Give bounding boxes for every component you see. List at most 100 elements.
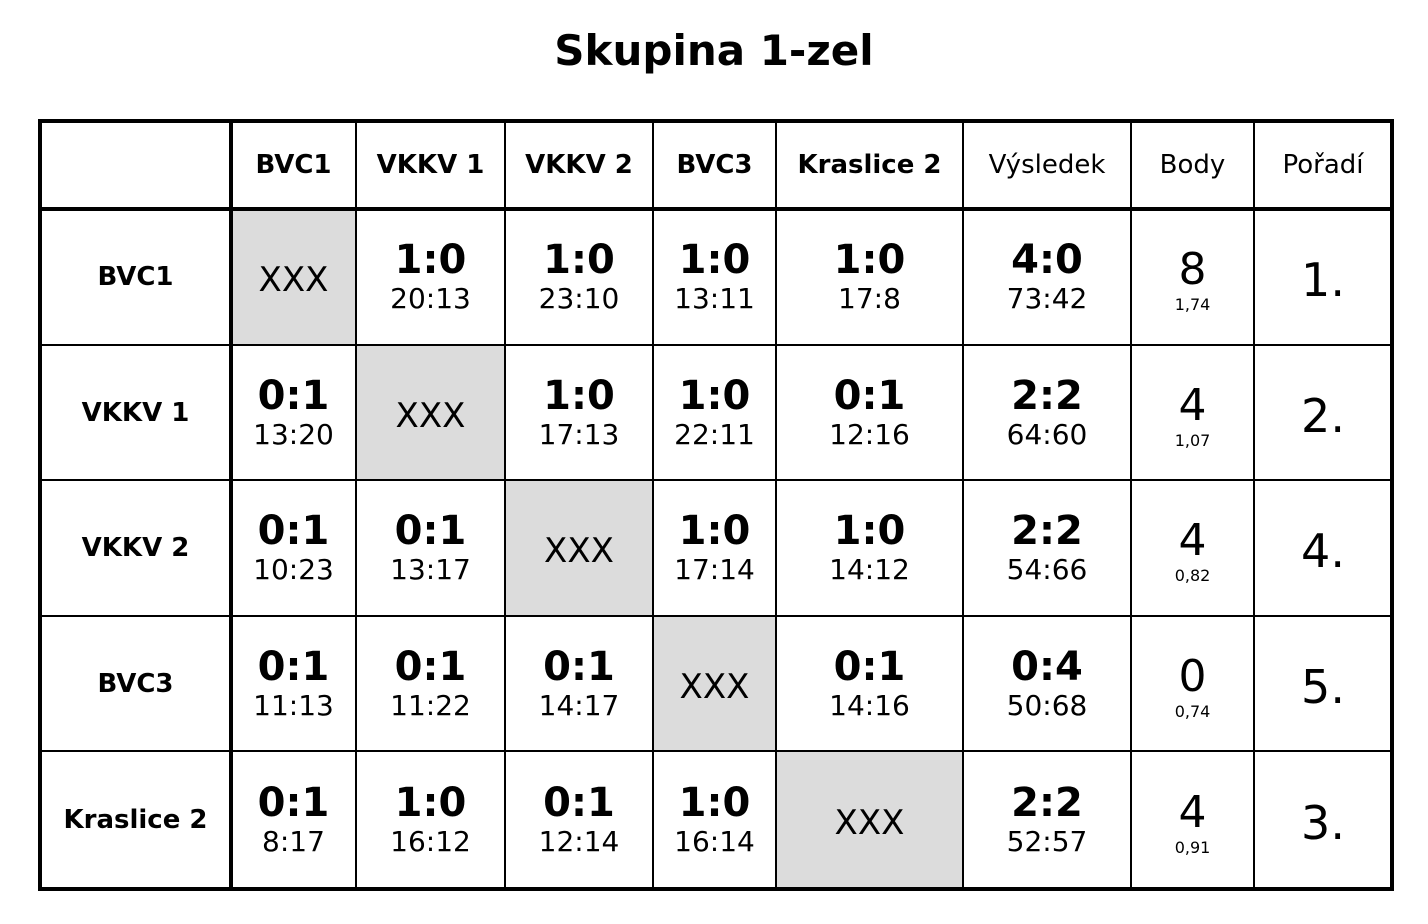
grid-line xyxy=(38,344,1394,346)
match-cell: 0:1 12:14 xyxy=(505,751,653,889)
team-cell: VKKV 2 xyxy=(40,480,231,616)
self-cell: XXX xyxy=(776,751,963,889)
match-points: 22:11 xyxy=(674,417,755,451)
header-text: BVC1 xyxy=(255,150,332,180)
match-score: 1:0 xyxy=(543,237,615,283)
grid-line xyxy=(38,119,1394,123)
rank-cell: 5. xyxy=(1254,616,1392,751)
match-score: 0:1 xyxy=(833,643,906,690)
match-score: 0:1 xyxy=(394,508,467,554)
header-text: Pořadí xyxy=(1282,150,1364,180)
result-cell: 2:2 54:66 xyxy=(963,480,1131,616)
match-cell: 0:1 14:16 xyxy=(776,616,963,751)
rank-cell: 1. xyxy=(1254,209,1392,345)
header-text: Body xyxy=(1159,150,1226,180)
match-cell: 0:1 13:17 xyxy=(356,480,505,616)
header-cell: VKKV 2 xyxy=(505,121,653,209)
self-cell: XXX xyxy=(653,616,776,751)
body-cell: 4 0,82 xyxy=(1131,480,1254,616)
result-cell: 0:4 50:68 xyxy=(963,616,1131,751)
team-name: VKKV 1 xyxy=(81,397,190,428)
body-cell: 0 0,74 xyxy=(1131,616,1254,751)
match-score: 1:0 xyxy=(833,237,906,283)
body-ratio: 1,74 xyxy=(1174,295,1211,314)
result-points: 64:60 xyxy=(1006,417,1088,451)
grid-line xyxy=(962,119,964,891)
match-score: 0:1 xyxy=(833,372,906,419)
rank: 4. xyxy=(1301,524,1345,578)
match-cell: 0:1 10:23 xyxy=(231,480,356,616)
match-score: 0:1 xyxy=(394,643,467,690)
match-score: 0:1 xyxy=(257,508,330,554)
match-score: 1:0 xyxy=(678,237,751,283)
match-points: 14:16 xyxy=(829,688,910,722)
header-text: BVC3 xyxy=(676,150,753,180)
header-text: VKKV 1 xyxy=(376,150,485,180)
header-text: Výsledek xyxy=(988,150,1106,180)
result-cell: 2:2 64:60 xyxy=(963,345,1131,480)
match-cell: 0:1 11:13 xyxy=(231,616,356,751)
match-points: 8:17 xyxy=(262,825,325,858)
match-cell: 1:0 16:14 xyxy=(653,751,776,889)
match-points: 14:12 xyxy=(829,553,910,586)
match-score: 0:1 xyxy=(257,643,330,690)
match-cell: 1:0 23:10 xyxy=(505,209,653,345)
match-cell: 1:0 17:14 xyxy=(653,480,776,616)
self-mark: XXX xyxy=(679,666,750,707)
grid-line xyxy=(38,479,1394,481)
match-score: 1:0 xyxy=(543,372,615,419)
self-cell: XXX xyxy=(356,345,505,480)
match-points: 13:20 xyxy=(253,417,334,451)
result-points: 52:57 xyxy=(1006,825,1088,858)
grid-line xyxy=(1390,119,1394,891)
header-text: VKKV 2 xyxy=(525,150,633,180)
match-cell: 1:0 16:12 xyxy=(356,751,505,889)
self-cell: XXX xyxy=(505,480,653,616)
match-score: 1:0 xyxy=(678,372,751,419)
match-points: 11:22 xyxy=(390,688,471,722)
body-ratio: 1,07 xyxy=(1174,430,1211,450)
match-score: 1:0 xyxy=(394,780,467,826)
header-cell: VKKV 1 xyxy=(356,121,505,209)
match-score: 1:0 xyxy=(833,508,906,554)
match-score: 0:1 xyxy=(543,780,615,826)
match-points: 13:17 xyxy=(390,553,471,586)
header-cell: Body xyxy=(1131,121,1254,209)
result-score: 2:2 xyxy=(1011,508,1083,554)
match-cell: 1:0 14:12 xyxy=(776,480,963,616)
match-points: 12:16 xyxy=(829,417,910,451)
header-cell: Kraslice 2 xyxy=(776,121,963,209)
result-cell: 2:2 52:57 xyxy=(963,751,1131,889)
body-ratio: 0,91 xyxy=(1174,838,1211,857)
body-points: 4 xyxy=(1178,515,1207,566)
grid-line xyxy=(504,119,506,891)
grid-line xyxy=(1253,119,1255,891)
match-points: 10:23 xyxy=(253,553,334,586)
result-points: 54:66 xyxy=(1006,553,1088,586)
match-points: 16:12 xyxy=(390,825,471,858)
body-cell: 4 1,07 xyxy=(1131,345,1254,480)
match-score: 1:0 xyxy=(394,237,467,283)
match-points: 12:14 xyxy=(538,825,620,858)
body-cell: 8 1,74 xyxy=(1131,209,1254,345)
match-points: 17:8 xyxy=(838,282,901,315)
rank: 2. xyxy=(1301,388,1345,443)
match-cell: 0:1 11:22 xyxy=(356,616,505,751)
match-score: 1:0 xyxy=(678,508,751,554)
result-cell: 4:0 73:42 xyxy=(963,209,1131,345)
body-points: 0 xyxy=(1178,650,1207,702)
result-score: 2:2 xyxy=(1011,780,1083,826)
match-score: 0:1 xyxy=(257,372,330,419)
match-cell: 1:0 20:13 xyxy=(356,209,505,345)
rank-cell: 3. xyxy=(1254,751,1392,889)
rank-cell: 4. xyxy=(1254,480,1392,616)
match-cell: 1:0 13:11 xyxy=(653,209,776,345)
result-score: 0:4 xyxy=(1011,643,1083,690)
rank: 5. xyxy=(1301,659,1345,714)
match-cell: 0:1 8:17 xyxy=(231,751,356,889)
match-points: 20:13 xyxy=(390,282,471,315)
team-cell: VKKV 1 xyxy=(40,345,231,480)
match-points: 13:11 xyxy=(674,282,755,315)
grid-line xyxy=(775,119,777,891)
match-cell: 1:0 17:8 xyxy=(776,209,963,345)
